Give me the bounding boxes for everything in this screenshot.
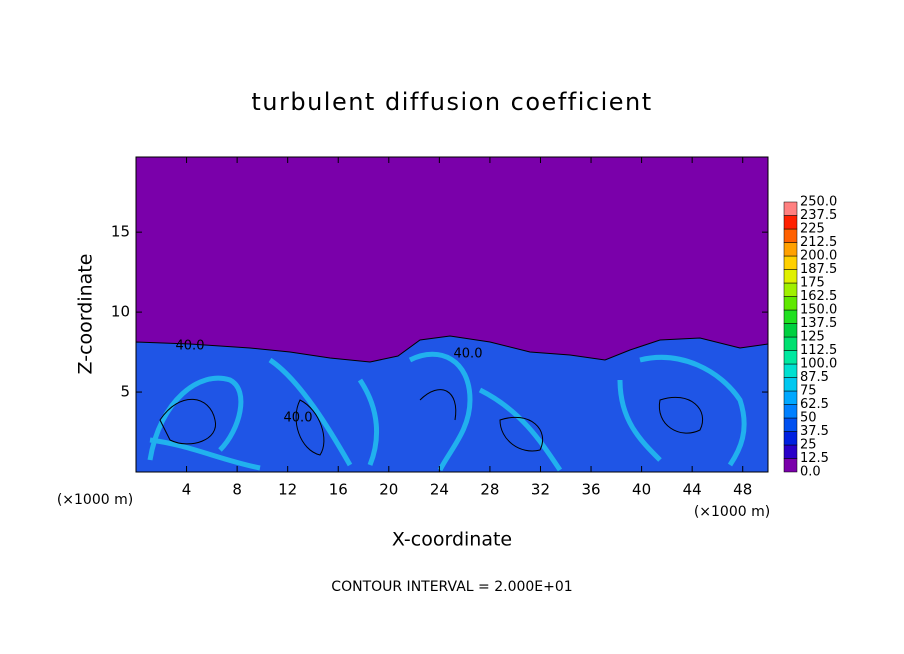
x-tick-label: 24 — [430, 481, 449, 499]
colorbar-box — [783, 417, 798, 432]
chart-title: turbulent diffusion coefficient — [251, 88, 652, 116]
colorbar-label: 175 — [800, 276, 825, 291]
colorbar-label: 62.5 — [800, 397, 829, 412]
colorbar-box — [783, 363, 798, 378]
colorbar-box — [783, 296, 798, 311]
colorbar-box — [783, 431, 798, 446]
colorbar-label: 212.5 — [800, 235, 837, 250]
colorbar-label: 200.0 — [800, 249, 837, 264]
colorbar-label: 187.5 — [800, 262, 837, 277]
colorbar-box — [783, 390, 798, 405]
x-tick-label: 44 — [683, 481, 702, 499]
colorbar-box — [783, 377, 798, 392]
colorbar-box — [783, 309, 798, 324]
colorbar-label: 25 — [800, 438, 817, 453]
colorbar-label: 75 — [800, 384, 817, 399]
x-tick-label: 20 — [379, 481, 398, 499]
colorbar-box — [783, 323, 798, 338]
colorbar-box — [783, 458, 798, 473]
colorbar-label: 0.0 — [800, 465, 821, 480]
colorbar-label: 162.5 — [800, 289, 837, 304]
colorbar-label: 37.5 — [800, 424, 829, 439]
x-unit-label: (×1000 m) — [694, 504, 770, 520]
turbulent-layer — [136, 335, 768, 472]
colorbar-box — [783, 201, 798, 216]
colorbar-box — [783, 242, 798, 257]
colorbar-label: 100.0 — [800, 357, 837, 372]
x-tick-label: 40 — [632, 481, 651, 499]
colorbar-box — [783, 255, 798, 270]
y-tick-label: 10 — [111, 303, 130, 321]
contour-note: CONTOUR INTERVAL = 2.000E+01 — [331, 579, 572, 595]
contour-label: 40.0 — [284, 411, 313, 426]
contour-lines — [159, 389, 704, 456]
colorbar-box — [783, 444, 798, 459]
y-tick-label: 15 — [111, 223, 130, 241]
x-tick-label: 8 — [232, 481, 242, 499]
colorbar-label: 112.5 — [800, 343, 837, 358]
y-unit-label: (×1000 m) — [57, 492, 133, 508]
colorbar-label: 125 — [800, 330, 825, 345]
colorbar-label: 150.0 — [800, 303, 837, 318]
layer-fill — [136, 335, 768, 472]
x-axis-label: X-coordinate — [392, 529, 512, 551]
swirls — [147, 351, 747, 472]
x-tick-label: 4 — [182, 481, 192, 499]
colorbar-label: 137.5 — [800, 316, 837, 331]
colorbar-box — [783, 215, 798, 230]
colorbar-box — [783, 404, 798, 419]
x-tick-label: 36 — [581, 481, 600, 499]
colorbar-label: 87.5 — [800, 370, 829, 385]
x-tick-label: 16 — [329, 481, 348, 499]
plot-frame — [135, 156, 769, 473]
contour-label: 40.0 — [176, 339, 205, 354]
contour-label: 40.0 — [454, 347, 483, 362]
colorbar-label: 250.0 — [800, 195, 837, 210]
y-tick-label: 5 — [120, 383, 130, 401]
colorbar-label: 12.5 — [800, 451, 829, 466]
colorbar-box — [783, 282, 798, 297]
x-tick-label: 12 — [278, 481, 297, 499]
colorbar-box — [783, 336, 798, 351]
colorbar-box — [783, 269, 798, 284]
colorbar-box — [783, 228, 798, 243]
colorbar-label: 225 — [800, 222, 825, 237]
x-tick-label: 32 — [531, 481, 550, 499]
colorbar-label: 50 — [800, 411, 817, 426]
colorbar-label: 237.5 — [800, 208, 837, 223]
x-tick-label: 48 — [733, 481, 752, 499]
colorbar-box — [783, 350, 798, 365]
x-tick-label: 28 — [480, 481, 499, 499]
y-axis-label: Z-coordinate — [75, 254, 97, 375]
